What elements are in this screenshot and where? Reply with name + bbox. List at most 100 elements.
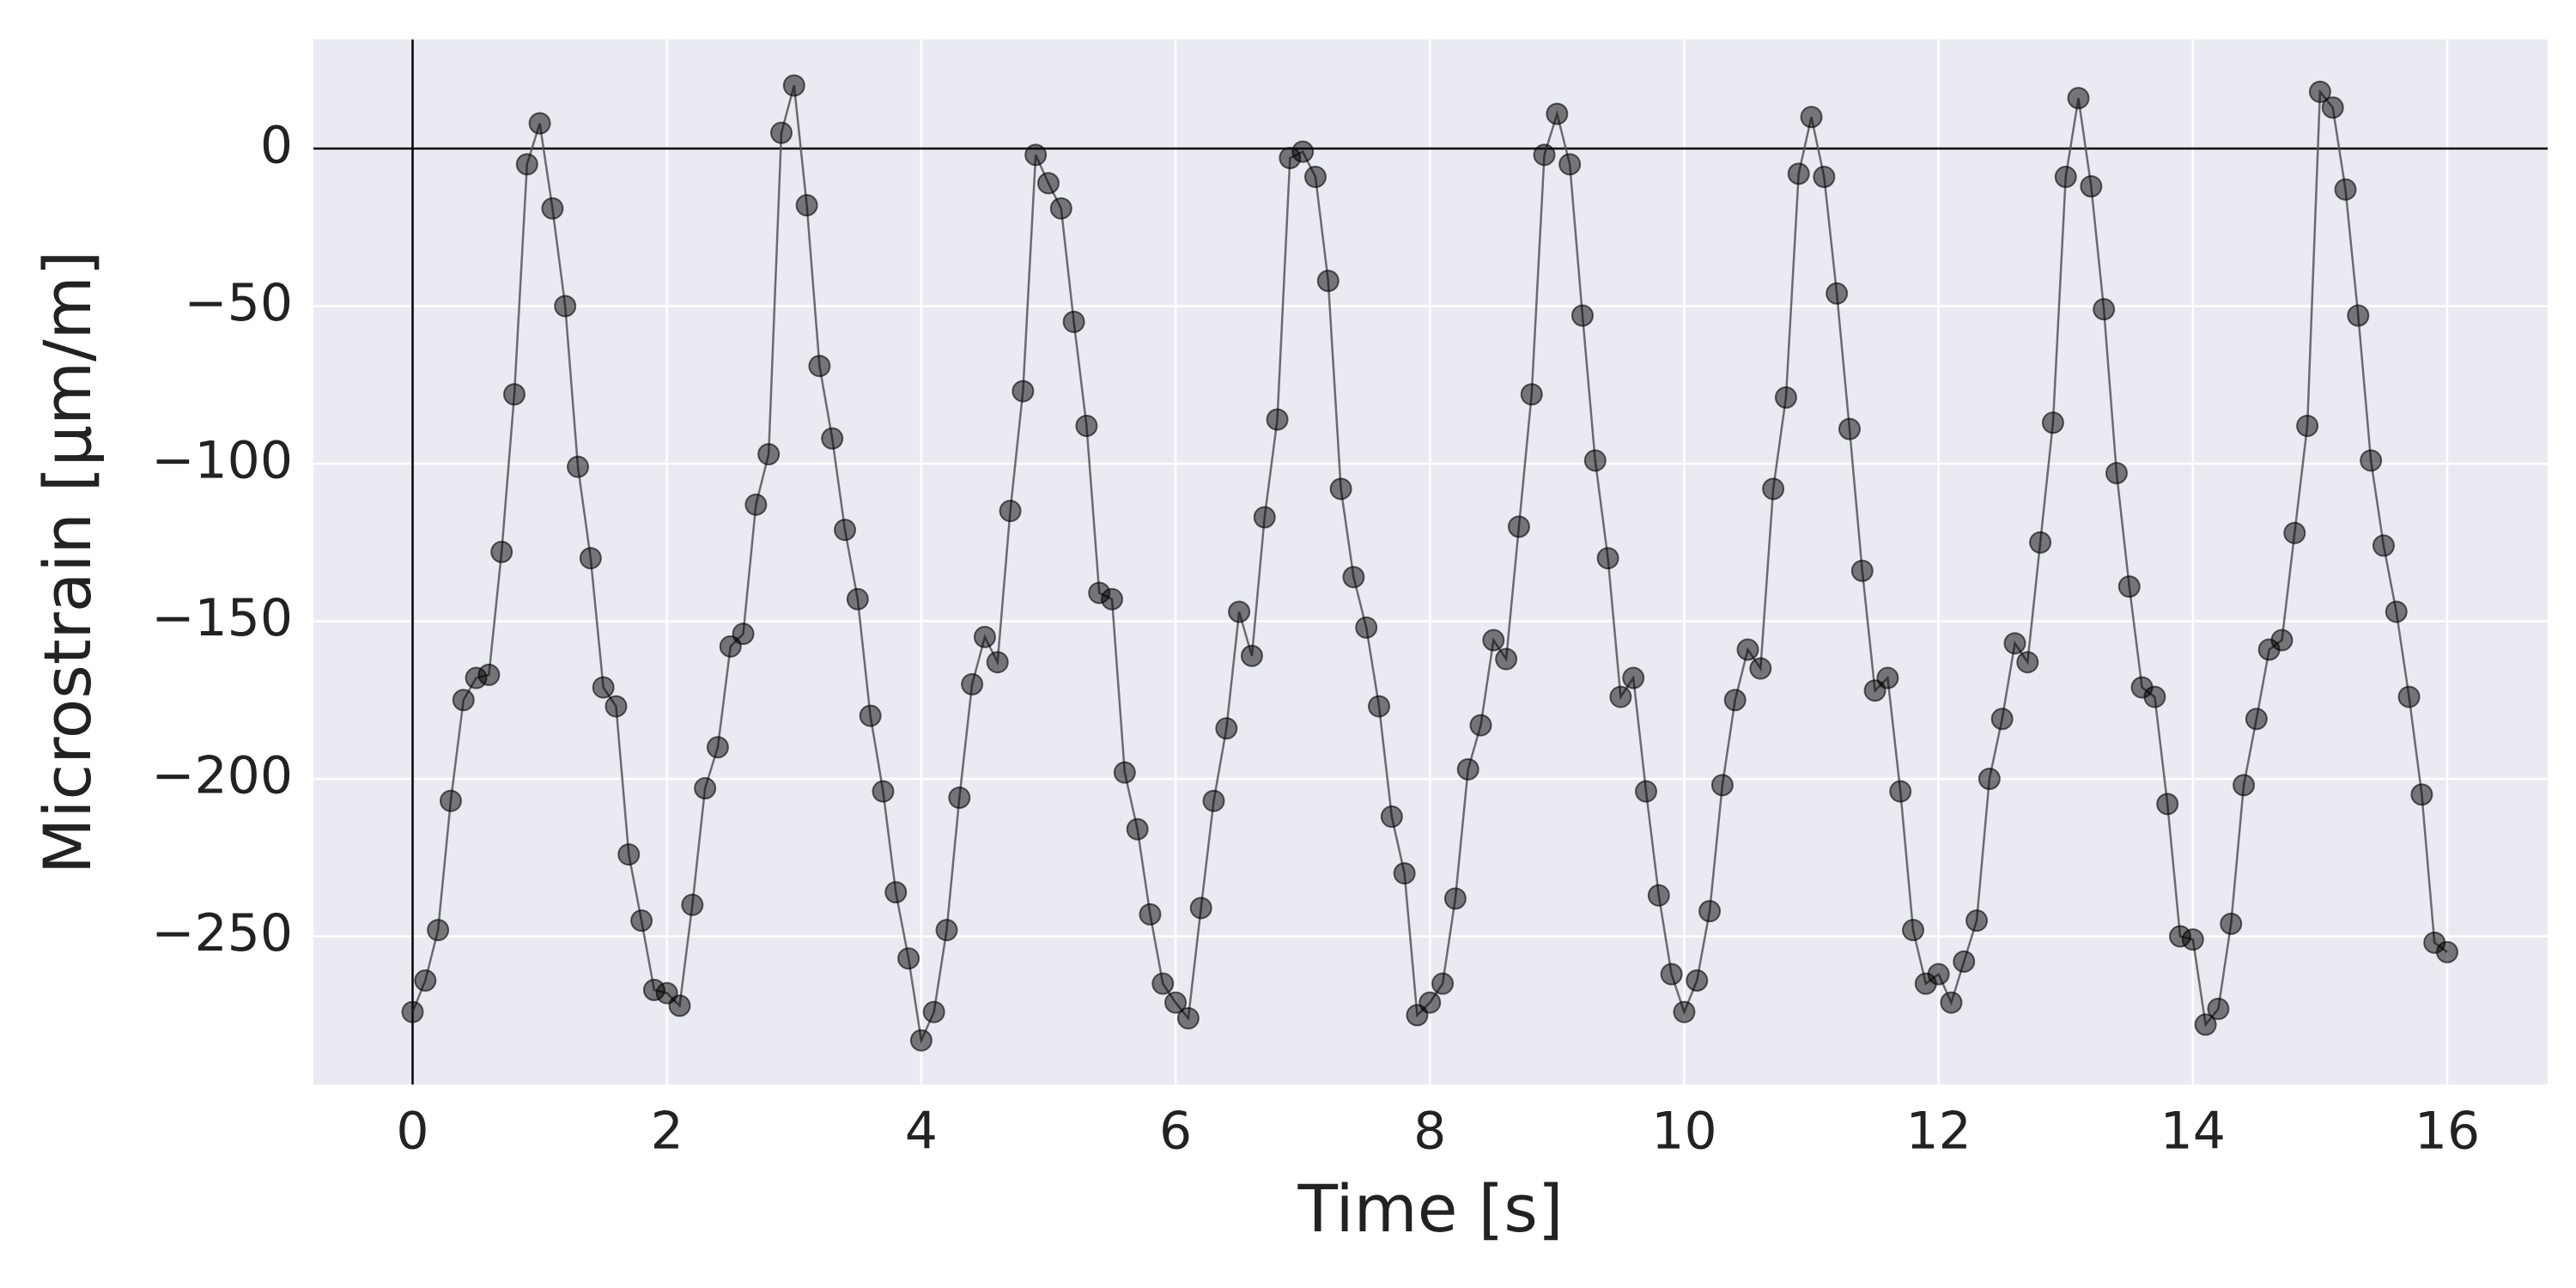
data-point (2308, 80, 2331, 103)
data-point (515, 153, 538, 176)
data-point (1024, 143, 1048, 167)
y-tick-label: −100 (151, 431, 293, 491)
data-point (1164, 991, 1188, 1014)
data-point (1101, 587, 1124, 611)
data-point (1228, 600, 1251, 623)
data-point (1469, 714, 1492, 737)
data-point (528, 112, 551, 135)
data-point (1596, 547, 1619, 570)
data-point (1965, 909, 1989, 933)
data-point (1419, 991, 1442, 1014)
y-axis-label: Microstrain [µm/m] (29, 251, 106, 875)
data-point (1126, 817, 1149, 841)
data-point (2207, 997, 2230, 1020)
data-point (1342, 566, 1365, 589)
data-point (1533, 143, 1556, 167)
data-point (541, 197, 564, 220)
data-point (1686, 969, 1709, 992)
data-point (1139, 902, 1162, 926)
data-point (2296, 414, 2319, 437)
data-point (1075, 414, 1098, 437)
data-point (1635, 780, 1658, 803)
data-point (1520, 383, 1543, 406)
data-point (681, 893, 704, 916)
data-point (1940, 991, 1963, 1014)
data-point (694, 777, 717, 800)
data-point (1393, 862, 1416, 885)
data-point (2410, 783, 2433, 806)
data-point (909, 1029, 933, 1052)
data-point (2385, 600, 2408, 623)
data-point (1736, 638, 1759, 661)
data-point (834, 519, 857, 542)
x-tick-label: 8 (1413, 1102, 1446, 1162)
data-point (567, 455, 590, 478)
data-point (1215, 717, 1238, 740)
data-point (1355, 616, 1378, 639)
data-point (961, 672, 984, 696)
data-point (1240, 644, 1263, 667)
data-point (1456, 757, 1479, 781)
x-tick-label: 0 (396, 1102, 428, 1162)
data-point (1558, 153, 1582, 176)
data-point (427, 919, 450, 942)
data-point (795, 194, 818, 217)
data-point (986, 651, 1009, 674)
y-tick-label: −150 (151, 588, 293, 648)
data-point (1202, 789, 1225, 812)
data-point (1889, 780, 1912, 803)
data-point (1583, 449, 1607, 472)
data-point (2181, 928, 2204, 951)
data-point (706, 736, 729, 759)
data-point (1253, 506, 1276, 529)
data-point (846, 587, 869, 611)
data-point (1723, 689, 1747, 712)
data-point (973, 625, 996, 648)
y-tick-label: −200 (151, 746, 293, 806)
data-point (2016, 651, 2039, 674)
data-point (668, 994, 691, 1018)
data-point (1990, 708, 2014, 731)
data-point (592, 676, 615, 699)
data-point (1698, 900, 1722, 923)
data-point (1380, 805, 1403, 829)
data-point (1749, 657, 1772, 680)
data-point (1774, 386, 1797, 409)
data-point (2143, 685, 2166, 708)
data-point (617, 843, 641, 866)
x-axis-label: Time [s] (1297, 1170, 1563, 1247)
data-point (1826, 282, 1849, 305)
data-point (1902, 919, 1925, 942)
data-point (1062, 310, 1085, 333)
data-point (1368, 695, 1391, 718)
x-tick-label: 4 (905, 1102, 938, 1162)
data-point (554, 295, 577, 318)
data-point (2220, 912, 2243, 935)
x-tick-label: 6 (1159, 1102, 1192, 1162)
data-point (2029, 531, 2052, 554)
data-point (2054, 166, 2077, 189)
data-point (490, 540, 513, 563)
data-point (808, 355, 831, 378)
data-point (1176, 1006, 1200, 1030)
data-point (821, 427, 844, 450)
data-point (1495, 647, 1518, 671)
y-tick-label: −250 (151, 903, 293, 963)
data-point (401, 1000, 424, 1024)
data-point (732, 623, 755, 646)
data-point (897, 947, 920, 970)
data-point (1507, 515, 1530, 538)
data-point (922, 1000, 945, 1024)
data-point (2245, 708, 2268, 731)
data-point (2093, 298, 2116, 321)
data-point (1609, 685, 1632, 708)
data-point (2233, 774, 2256, 797)
data-point (2397, 685, 2421, 708)
data-point (782, 74, 805, 97)
data-point (1710, 774, 1734, 797)
data-point (1482, 629, 1505, 652)
data-point (1316, 270, 1340, 293)
data-point (1151, 972, 1175, 995)
data-point (2067, 87, 2090, 110)
